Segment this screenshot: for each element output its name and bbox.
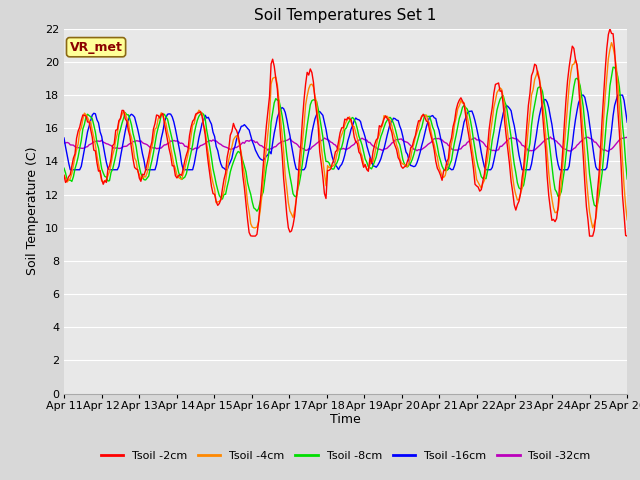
- Title: Soil Temperatures Set 1: Soil Temperatures Set 1: [255, 9, 436, 24]
- Y-axis label: Soil Temperature (C): Soil Temperature (C): [26, 147, 39, 276]
- Text: VR_met: VR_met: [70, 41, 122, 54]
- X-axis label: Time: Time: [330, 413, 361, 426]
- Legend: Tsoil -2cm, Tsoil -4cm, Tsoil -8cm, Tsoil -16cm, Tsoil -32cm: Tsoil -2cm, Tsoil -4cm, Tsoil -8cm, Tsoi…: [96, 446, 595, 466]
